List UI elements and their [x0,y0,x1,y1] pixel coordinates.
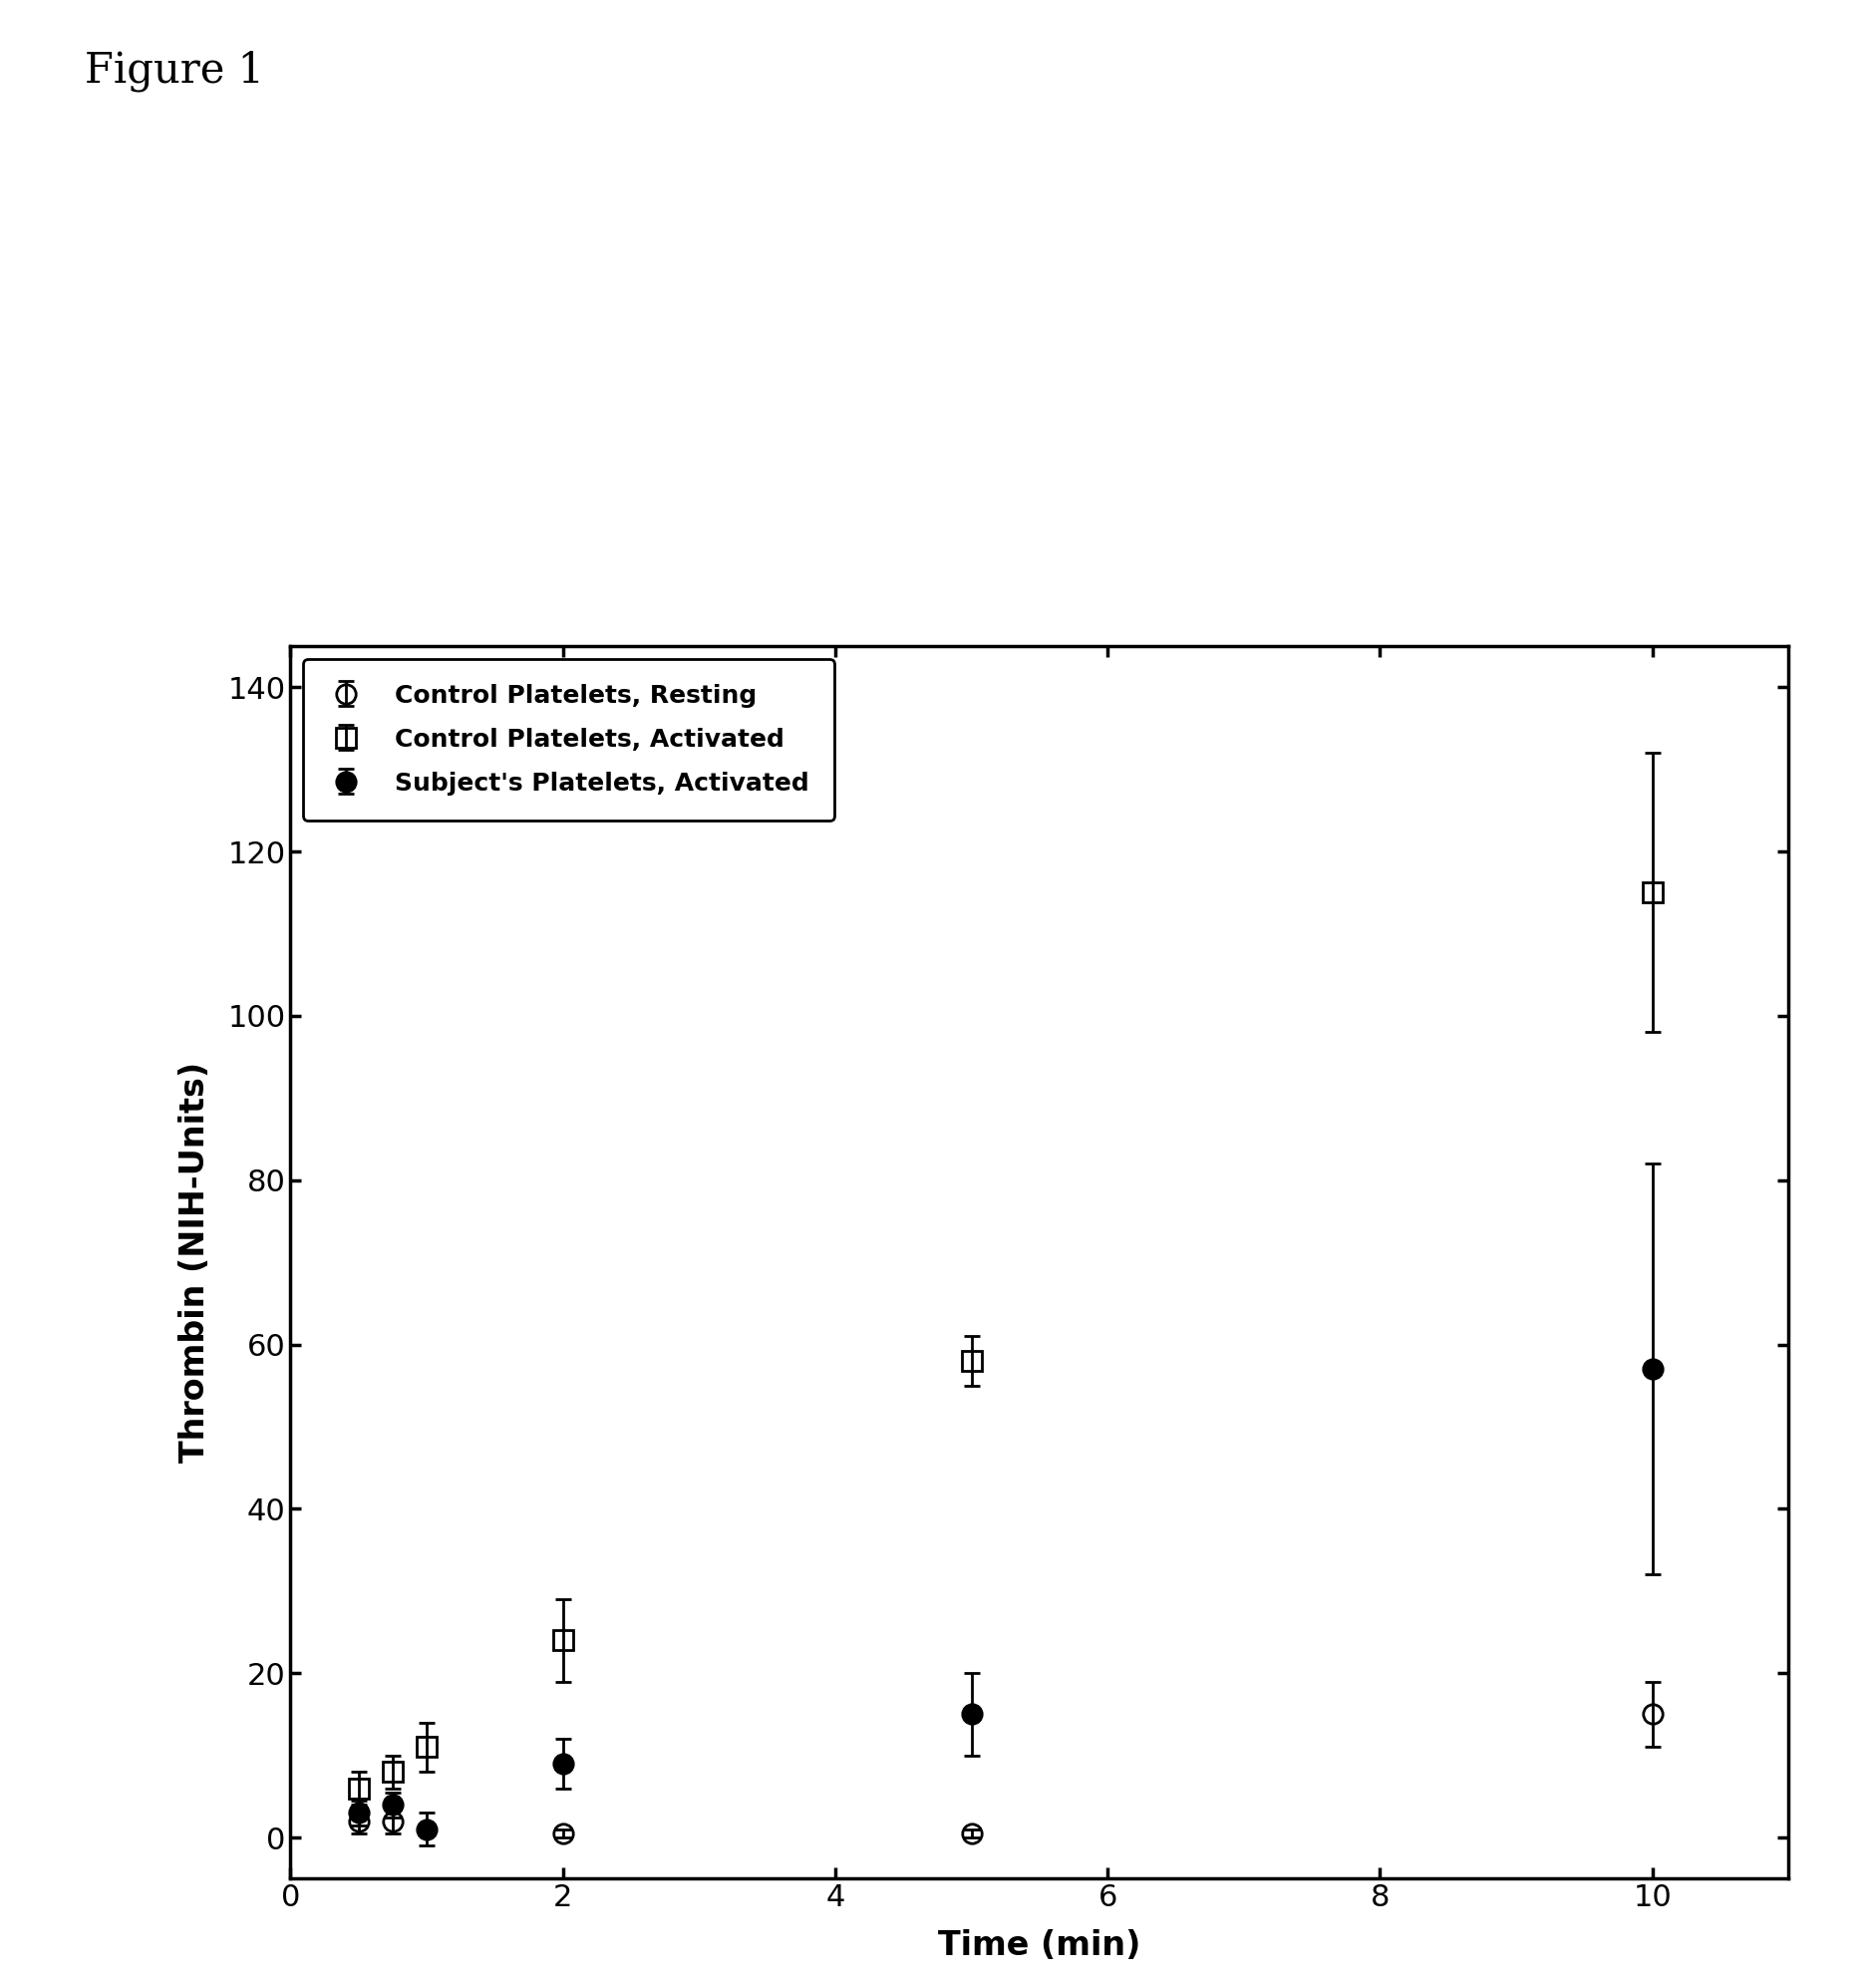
Legend: Control Platelets, Resting, Control Platelets, Activated, Subject's Platelets, A: Control Platelets, Resting, Control Plat… [303,658,833,821]
X-axis label: Time (min): Time (min) [938,1928,1141,1962]
Text: Figure 1: Figure 1 [84,50,264,91]
Y-axis label: Thrombin (NIH-Units): Thrombin (NIH-Units) [178,1062,212,1463]
